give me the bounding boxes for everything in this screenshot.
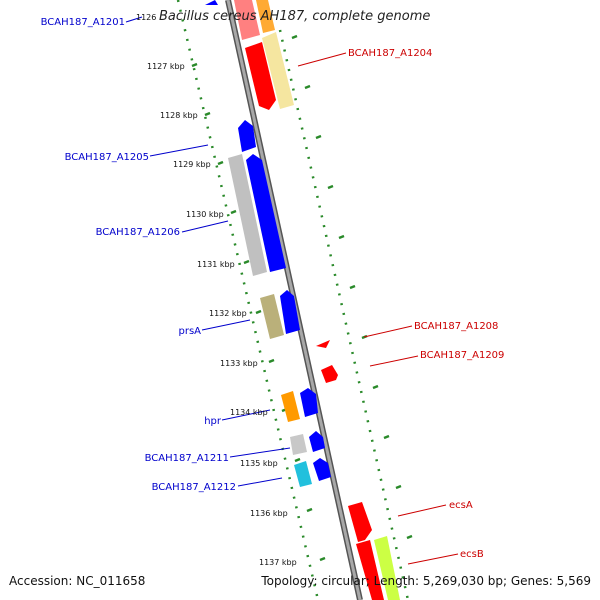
right-gene-labels: BCAH187_A1204 BCAH187_A1208 BCAH187_A120…: [348, 48, 504, 560]
connector: [237, 477, 283, 487]
connector: [125, 16, 143, 23]
ruler-label: 1132 kbp: [209, 309, 247, 318]
gene-label-a1206[interactable]: BCAH187_A1206: [96, 227, 180, 238]
gene-label-a1201[interactable]: BCAH187_A1201: [41, 17, 125, 28]
gene-label-a1208[interactable]: BCAH187_A1208: [414, 321, 498, 332]
gene-features: [205, 0, 400, 600]
major-tick: [319, 556, 326, 562]
topology-text: Topology: circular; Length: 5,269,030 bp…: [261, 574, 591, 588]
left-connectors: [125, 16, 291, 487]
gene-arrow-a1211: [309, 431, 325, 452]
gene-arrow-a1208: [316, 340, 330, 348]
major-tick: [349, 284, 356, 290]
major-tick: [306, 507, 313, 513]
ruler-labels: 1126 1127 kbp 1128 kbp 1129 kbp 1130 kbp…: [136, 13, 297, 567]
ruler-label: 1128 kbp: [160, 111, 198, 120]
major-tick: [327, 184, 334, 190]
gene-label-a1205[interactable]: BCAH187_A1205: [65, 152, 149, 163]
gene-arrow-ecsb-left: [356, 540, 384, 600]
gene-block-hpr: [281, 391, 300, 422]
connector: [149, 144, 209, 157]
gene-label-a1212[interactable]: BCAH187_A1212: [152, 482, 236, 493]
major-tick: [217, 160, 224, 166]
gene-label-ecsa[interactable]: ecsA: [449, 500, 473, 511]
ruler-label: 1133 kbp: [220, 359, 258, 368]
major-tick: [304, 84, 311, 90]
gene-block-ecsb: [374, 536, 400, 600]
ruler-label: 1126: [136, 13, 156, 22]
gene-arrow-hpr: [300, 388, 318, 417]
major-tick: [294, 457, 301, 463]
major-tick: [204, 111, 211, 117]
major-tick: [243, 259, 250, 265]
ruler-label: 1127 kbp: [147, 62, 185, 71]
major-tick: [372, 384, 379, 390]
gene-arrow-a1212: [313, 458, 331, 481]
major-tick: [383, 434, 390, 440]
accession-text: Accession: NC_011658: [9, 574, 146, 588]
connector: [201, 319, 251, 331]
major-tick: [268, 358, 275, 364]
left-gene-labels: BCAH187_A1201 BCAH187_A1205 BCAH187_A120…: [41, 17, 236, 493]
gene-block-a1211: [290, 434, 307, 455]
gene-arrow-prsa: [280, 290, 300, 334]
gene-label-a1204[interactable]: BCAH187_A1204: [348, 48, 432, 59]
gene-label-hpr[interactable]: hpr: [204, 416, 222, 427]
gene-arrow-a1204: [245, 42, 276, 110]
major-tick: [255, 309, 262, 315]
major-tick: [395, 484, 402, 490]
ruler-label: 1130 kbp: [186, 210, 224, 219]
gene-block-a1206-grey: [228, 154, 267, 276]
ruler-label: 1135 kbp: [240, 459, 278, 468]
gene-label-prsa[interactable]: prsA: [178, 326, 201, 337]
gene-arrow-a1209: [321, 365, 338, 383]
major-tick: [338, 234, 345, 240]
gene-block-a1204-pale: [262, 32, 294, 109]
gene-label-a1211[interactable]: BCAH187_A1211: [145, 453, 229, 464]
gene-arrow-a1202: [234, 0, 260, 40]
ruler-label: 1129 kbp: [173, 160, 211, 169]
ruler-label: 1136 kbp: [250, 509, 288, 518]
gene-arrow-a1201: [205, 0, 218, 5]
connector: [397, 504, 447, 517]
connector: [407, 553, 459, 565]
connector: [221, 409, 271, 421]
gene-arrow-a1205: [238, 120, 256, 152]
connector: [369, 355, 419, 367]
right-connectors: [297, 52, 459, 565]
genome-title: Bacillus cereus AH187, complete genome: [159, 9, 431, 24]
ruler-label: 1131 kbp: [197, 260, 235, 269]
gene-arrow-a1206: [246, 154, 286, 272]
gene-arrow-ecsa: [348, 502, 372, 542]
ruler-label: 1134 kbp: [230, 408, 268, 417]
gene-arrow-a1203: [256, 0, 275, 33]
major-tick: [291, 34, 298, 40]
gene-block-prsa: [260, 294, 284, 339]
gene-block-a1212: [294, 461, 312, 487]
major-tick: [406, 534, 413, 540]
gene-label-ecsb[interactable]: ecsB: [460, 549, 484, 560]
major-tick: [230, 209, 237, 215]
connector: [229, 447, 291, 458]
gene-label-a1209[interactable]: BCAH187_A1209: [420, 350, 504, 361]
major-tick: [191, 62, 198, 68]
connector: [181, 220, 229, 233]
major-tick: [315, 134, 322, 140]
ruler-label: 1137 kbp: [259, 558, 297, 567]
connector: [363, 325, 413, 338]
connector: [297, 52, 347, 67]
